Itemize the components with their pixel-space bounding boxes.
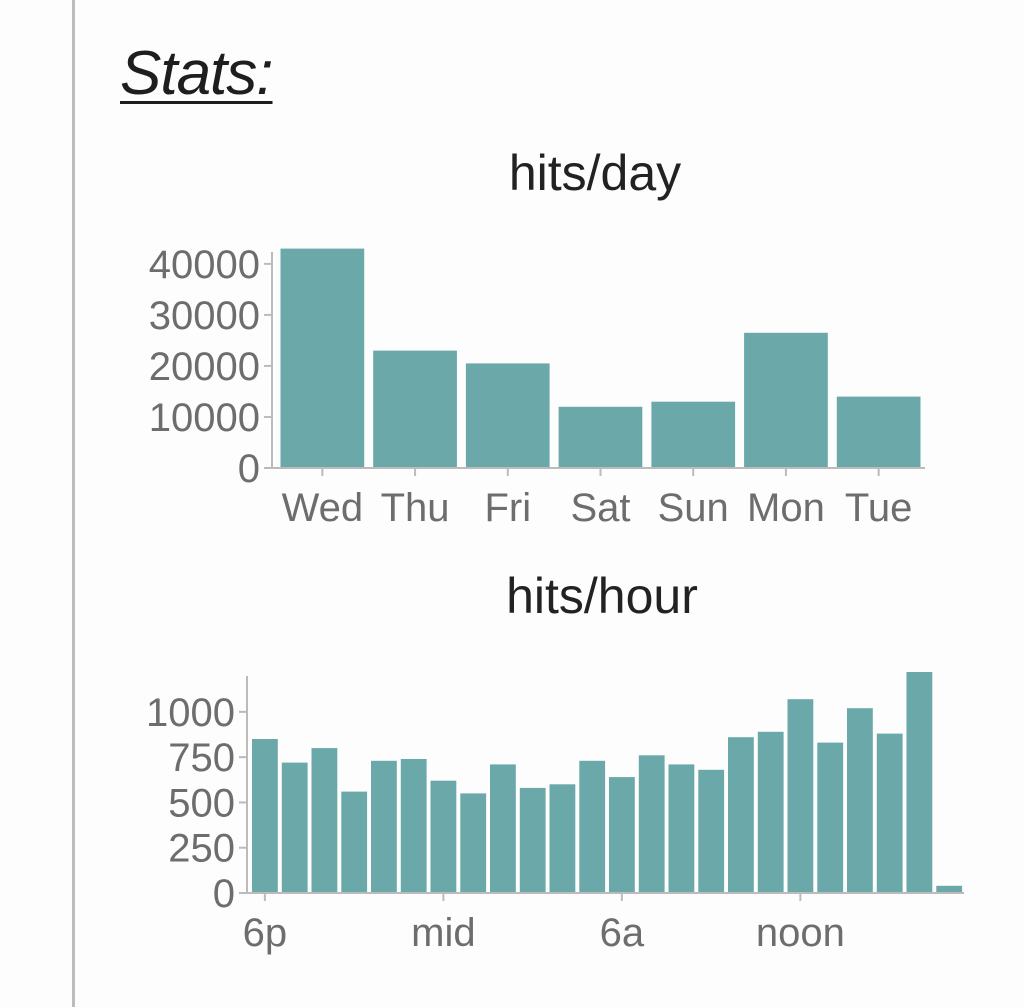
hour-bar-6a bbox=[609, 777, 635, 893]
hour-bar-4p bbox=[906, 672, 933, 893]
hour-y-tick-label: 1000 bbox=[146, 691, 235, 735]
day-y-tick-label: 30000 bbox=[149, 294, 260, 338]
hour-bar-4a bbox=[549, 784, 576, 893]
day-bar-thu bbox=[373, 350, 457, 468]
stats-heading: Stats: bbox=[120, 39, 274, 108]
day-x-tick-label-wed: Wed bbox=[282, 486, 364, 530]
day-x-tick-label-tue: Tue bbox=[845, 486, 912, 530]
hour-bar-11a bbox=[757, 731, 784, 893]
hour-x-tick-label-6p: 6p bbox=[243, 911, 288, 955]
hits-per-day-chart: hits/day 0 10000 20000 30000 40000 Wed Thu Fri S… bbox=[149, 145, 925, 530]
day-y-tick-label: 20000 bbox=[149, 345, 260, 389]
hour-bar-2a bbox=[490, 764, 516, 893]
hour-bar-10p bbox=[371, 760, 397, 893]
hits-per-hour-bars bbox=[252, 672, 963, 893]
hour-y-tick-label: 0 bbox=[213, 872, 235, 916]
hour-bar-5p bbox=[936, 885, 963, 893]
hour-bar-2p bbox=[847, 708, 873, 893]
day-y-tick-label: 0 bbox=[238, 447, 260, 491]
day-x-tick-label-sun: Sun bbox=[658, 486, 729, 530]
hour-bar-mid bbox=[430, 780, 457, 893]
hour-y-tick-label: 500 bbox=[168, 781, 235, 825]
day-x-tick-label-sat: Sat bbox=[570, 486, 630, 530]
left-border-rule bbox=[72, 0, 75, 1007]
day-bar-sun bbox=[651, 401, 736, 468]
hour-bar-9p bbox=[341, 791, 368, 893]
hour-bar-8a bbox=[668, 764, 695, 893]
day-bar-mon bbox=[744, 332, 828, 468]
hour-y-tick-label: 250 bbox=[168, 827, 235, 871]
hour-bar-1a bbox=[460, 793, 487, 893]
hits-per-day-axes: 0 10000 20000 30000 40000 Wed Thu Fri Sat Sun Mon T… bbox=[149, 243, 925, 530]
hour-bar-9a bbox=[698, 769, 725, 893]
day-y-tick-label: 10000 bbox=[149, 396, 260, 440]
hour-bar-5a bbox=[579, 760, 606, 893]
hour-y-tick-label: 750 bbox=[168, 736, 235, 780]
hour-bar-3a bbox=[519, 787, 546, 893]
day-bar-wed bbox=[280, 248, 365, 468]
hour-bar-1p bbox=[817, 742, 844, 893]
hour-bar-6p bbox=[252, 739, 278, 893]
day-x-tick-label-mon: Mon bbox=[747, 486, 825, 530]
hits-per-day-bars bbox=[280, 248, 921, 468]
day-bar-fri bbox=[465, 363, 550, 468]
day-x-tick-label-thu: Thu bbox=[381, 486, 450, 530]
day-bar-sat bbox=[558, 406, 643, 468]
hour-x-tick-label-mid: mid bbox=[411, 911, 475, 955]
hour-bar-7a bbox=[638, 755, 665, 893]
day-y-tick-label: 40000 bbox=[149, 243, 260, 287]
hour-bar-8p bbox=[311, 748, 338, 893]
day-bar-tue bbox=[836, 396, 921, 468]
hour-bar-noon bbox=[787, 699, 814, 893]
day-x-tick-label-fri: Fri bbox=[484, 486, 531, 530]
hour-bar-3p bbox=[876, 733, 903, 893]
hour-x-tick-label-noon: noon bbox=[756, 911, 845, 955]
hour-bar-10a bbox=[728, 737, 754, 893]
hour-x-tick-label-6a: 6a bbox=[600, 911, 645, 955]
hour-bar-7p bbox=[281, 762, 308, 893]
hits-per-hour-title: hits/hour bbox=[506, 568, 698, 624]
hour-bar-11p bbox=[400, 759, 427, 893]
hits-per-day-title: hits/day bbox=[509, 145, 681, 201]
